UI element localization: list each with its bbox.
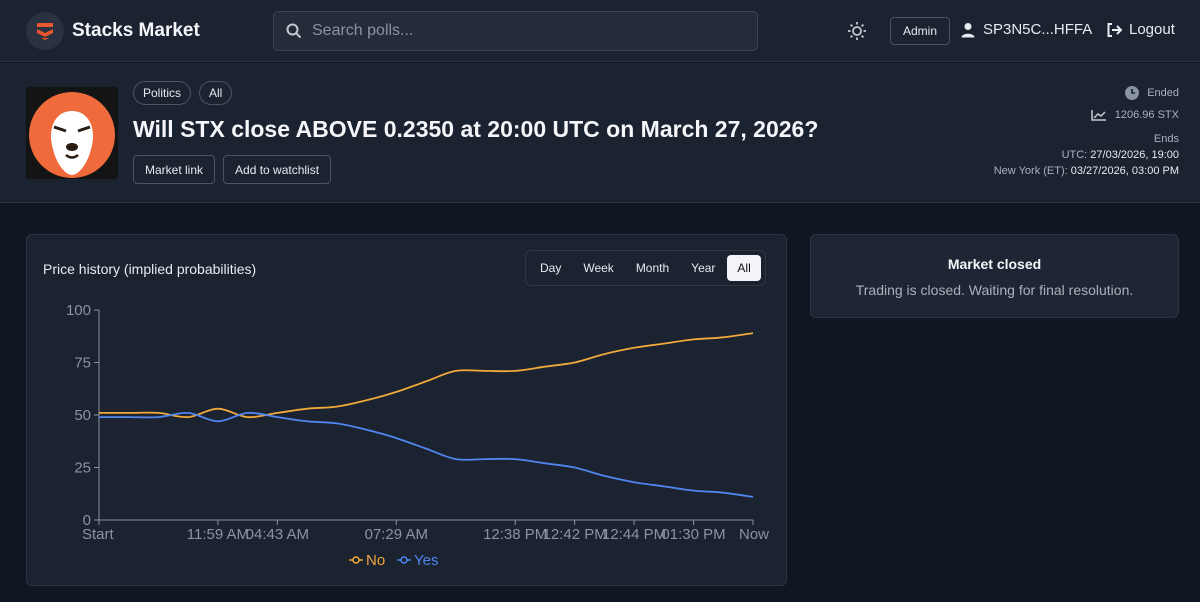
utc-label: UTC: [1061, 149, 1088, 161]
search-box[interactable] [273, 11, 758, 51]
market-status-card: Market closed Trading is closed. Waiting… [810, 234, 1179, 318]
range-tab-week[interactable]: Week [583, 261, 614, 275]
range-selector: Day Week Month Year All [525, 250, 766, 286]
market-image [26, 87, 118, 179]
ends-label: Ends [1153, 133, 1179, 145]
legend-label-no[interactable]: No [366, 552, 385, 569]
add-to-watchlist-button[interactable]: Add to watchlist [223, 155, 332, 184]
market-meta: Ended 1206.96 STX Ends UTC: 27/03/2026, … [994, 85, 1179, 179]
x-tick-label: 12:38 PM [483, 526, 547, 543]
market-actions: Market link Add to watchlist [133, 155, 332, 184]
x-tick-label: 12:44 PM [602, 526, 666, 543]
tag-chip-politics[interactable]: Politics [133, 81, 192, 105]
range-tab-all[interactable]: All [727, 255, 761, 281]
series-line-yes [99, 411, 754, 498]
trending-icon [1091, 110, 1106, 121]
app-name: Stacks Market [72, 20, 200, 41]
x-tick-label: 12:42 PM [543, 526, 607, 543]
x-tick-label: 11:59 AM [187, 526, 249, 543]
legend-marker-dot [400, 556, 408, 564]
legend-marker-dot [352, 556, 360, 564]
logout-button[interactable]: Logout [1106, 21, 1175, 38]
brand-logo-icon [26, 12, 64, 50]
y-tick-label: 25 [74, 460, 91, 477]
market-header: Politics All Will STX close ABOVE 0.2350… [0, 63, 1200, 203]
user-icon [961, 22, 975, 37]
market-volume: 1206.96 STX [1114, 109, 1179, 121]
search-input[interactable] [312, 22, 732, 40]
series-line-no [98, 332, 754, 419]
legend-label-yes[interactable]: Yes [414, 552, 438, 569]
brand[interactable]: Stacks Market [26, 12, 200, 50]
range-tab-day[interactable]: Day [540, 261, 562, 275]
range-tab-month[interactable]: Month [635, 261, 670, 275]
search-icon [286, 23, 302, 39]
tag-chip-all[interactable]: All [199, 81, 233, 105]
y-tick-label: 0 [83, 512, 91, 529]
x-tick-label: 04:43 AM [246, 526, 309, 543]
price-history-card: Price history (implied probabilities) Da… [26, 234, 787, 586]
admin-button[interactable]: Admin [890, 17, 950, 45]
tag-list: Politics All [133, 81, 233, 105]
logout-label: Logout [1129, 21, 1175, 38]
x-tick-label: Start [82, 526, 115, 543]
market-status: Ended [1147, 87, 1179, 99]
y-tick-label: 75 [74, 355, 91, 372]
top-nav: Stacks Market Admin SP3N5C...HFFA [0, 0, 1200, 62]
x-tick-label: 01:30 PM [661, 526, 725, 543]
user-address: SP3N5C...HFFA [983, 21, 1093, 38]
chart-title: Price history (implied probabilities) [43, 261, 257, 277]
status-card-title: Market closed [947, 256, 1042, 272]
y-tick-label: 100 [66, 302, 91, 319]
ny-label: New York (ET): [993, 165, 1068, 177]
clock-icon [1125, 86, 1140, 100]
y-tick-label: 50 [74, 407, 91, 424]
ny-end-time: 03/27/2026, 03:00 PM [1070, 165, 1179, 177]
status-card-description: Trading is closed. Waiting for final res… [855, 282, 1134, 298]
market-question: Will STX close ABOVE 0.2350 at 20:00 UTC… [133, 116, 819, 142]
range-tab-year[interactable]: Year [691, 261, 716, 275]
sun-icon [848, 22, 866, 40]
x-tick-label: Now [739, 526, 769, 543]
user-menu[interactable]: SP3N5C...HFFA [961, 21, 1092, 38]
utc-end-time: 27/03/2026, 19:00 [1090, 149, 1179, 161]
logout-icon [1107, 22, 1123, 37]
x-tick-label: 07:29 AM [365, 526, 428, 543]
theme-toggle-button[interactable] [846, 20, 868, 42]
market-link-button[interactable]: Market link [133, 155, 216, 184]
